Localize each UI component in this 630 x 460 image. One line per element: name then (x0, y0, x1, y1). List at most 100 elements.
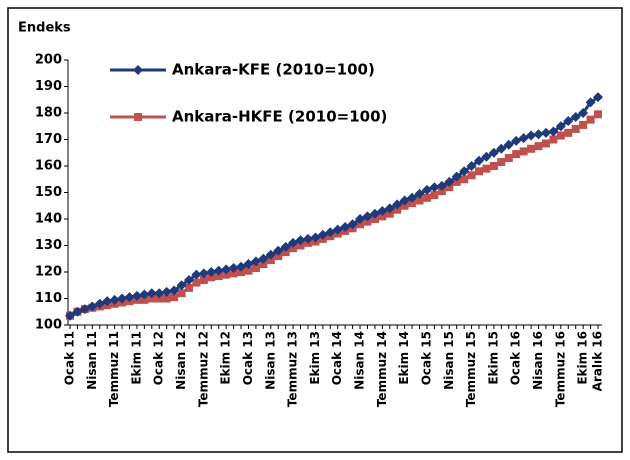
marker (556, 131, 565, 140)
marker (518, 133, 529, 144)
marker (214, 271, 223, 280)
marker (94, 298, 105, 309)
marker (421, 184, 432, 195)
y-tick-label: 150 (35, 185, 62, 200)
marker (489, 162, 498, 170)
marker (310, 232, 321, 243)
marker (281, 248, 290, 257)
marker (124, 292, 135, 303)
marker (527, 144, 536, 153)
marker (541, 139, 550, 148)
marker (511, 135, 522, 146)
marker (176, 280, 187, 291)
marker (288, 237, 299, 248)
marker (466, 161, 477, 171)
marker (295, 235, 306, 246)
marker (437, 187, 446, 196)
marker (399, 195, 410, 206)
marker (237, 268, 246, 276)
marker (571, 124, 580, 133)
x-tick-label: Ekim 11 (129, 331, 143, 385)
marker (332, 224, 343, 235)
marker (378, 212, 387, 221)
marker (407, 192, 418, 203)
y-tick-label: 180 (35, 106, 62, 121)
x-tick-label: Temmuz 12 (196, 331, 210, 407)
marker (363, 217, 372, 226)
marker (266, 256, 275, 265)
x-tick-label: Ekim 12 (219, 331, 233, 385)
marker (65, 310, 75, 321)
x-tick-label: Nisan 13 (263, 331, 277, 390)
marker (400, 201, 409, 210)
marker (117, 293, 128, 304)
marker (369, 208, 380, 219)
marker (296, 241, 305, 250)
marker (586, 115, 595, 124)
marker (131, 290, 142, 301)
marker (146, 288, 157, 299)
marker (392, 199, 403, 210)
legend-marker (134, 113, 142, 121)
marker (244, 266, 253, 275)
marker (347, 219, 358, 230)
marker (540, 127, 551, 138)
marker (221, 264, 232, 275)
marker (549, 135, 558, 144)
marker (102, 296, 113, 307)
marker (563, 115, 574, 126)
x-tick-label: Temmuz 16 (553, 331, 567, 407)
marker (154, 288, 165, 299)
marker (229, 269, 238, 278)
marker (139, 289, 150, 300)
marker (355, 214, 366, 224)
marker (475, 167, 484, 176)
marker (302, 233, 313, 244)
marker (162, 294, 171, 303)
marker (259, 260, 268, 269)
marker (414, 188, 425, 199)
marker (533, 129, 544, 140)
marker (415, 196, 424, 205)
x-tick-label: Ocak 14 (330, 331, 344, 385)
marker (222, 270, 231, 279)
marker (207, 273, 216, 282)
marker (593, 92, 603, 103)
marker (206, 267, 217, 277)
y-axis-label: Endeks (18, 21, 71, 36)
marker (273, 245, 284, 256)
series-line (69, 95, 599, 318)
marker (183, 274, 194, 285)
y-tick-label: 170 (35, 132, 62, 147)
marker (362, 211, 373, 222)
marker (429, 182, 440, 193)
x-tick-label: Ekim 16 (576, 331, 590, 385)
marker (258, 253, 269, 264)
x-tick-label: Nisan 16 (531, 331, 545, 390)
marker (497, 158, 506, 167)
marker (534, 142, 543, 151)
marker (570, 111, 581, 122)
marker (474, 155, 485, 166)
marker (436, 180, 447, 191)
marker (243, 259, 254, 270)
x-tick-label: Ekim 14 (397, 331, 411, 385)
marker (512, 150, 521, 159)
marker (377, 206, 388, 217)
marker (594, 110, 602, 119)
marker (87, 301, 98, 312)
marker (564, 128, 573, 137)
marker (430, 191, 439, 200)
x-tick-label: Ocak 12 (152, 331, 166, 385)
marker (496, 143, 507, 154)
marker (140, 295, 149, 304)
marker (340, 221, 351, 232)
y-tick-label: 190 (35, 79, 62, 94)
series-line (69, 113, 599, 318)
marker (408, 199, 417, 208)
marker (356, 220, 365, 229)
marker (198, 268, 209, 279)
marker (444, 176, 455, 187)
x-tick-label: Temmuz 11 (107, 331, 121, 407)
